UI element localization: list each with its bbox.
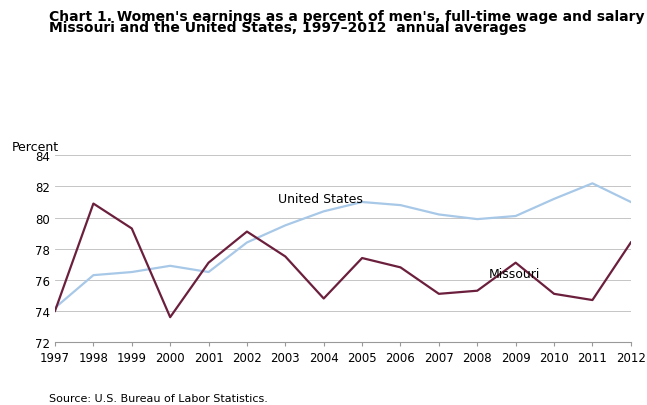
Text: Chart 1. Women's earnings as a percent of men's, full-time wage and salary worke: Chart 1. Women's earnings as a percent o… xyxy=(49,10,647,24)
Text: Percent: Percent xyxy=(12,141,59,154)
Text: Missouri and the United States, 1997–2012  annual averages: Missouri and the United States, 1997–201… xyxy=(49,21,526,35)
Text: Source: U.S. Bureau of Labor Statistics.: Source: U.S. Bureau of Labor Statistics. xyxy=(49,393,267,403)
Text: Missouri: Missouri xyxy=(488,267,540,280)
Text: United States: United States xyxy=(278,193,362,206)
